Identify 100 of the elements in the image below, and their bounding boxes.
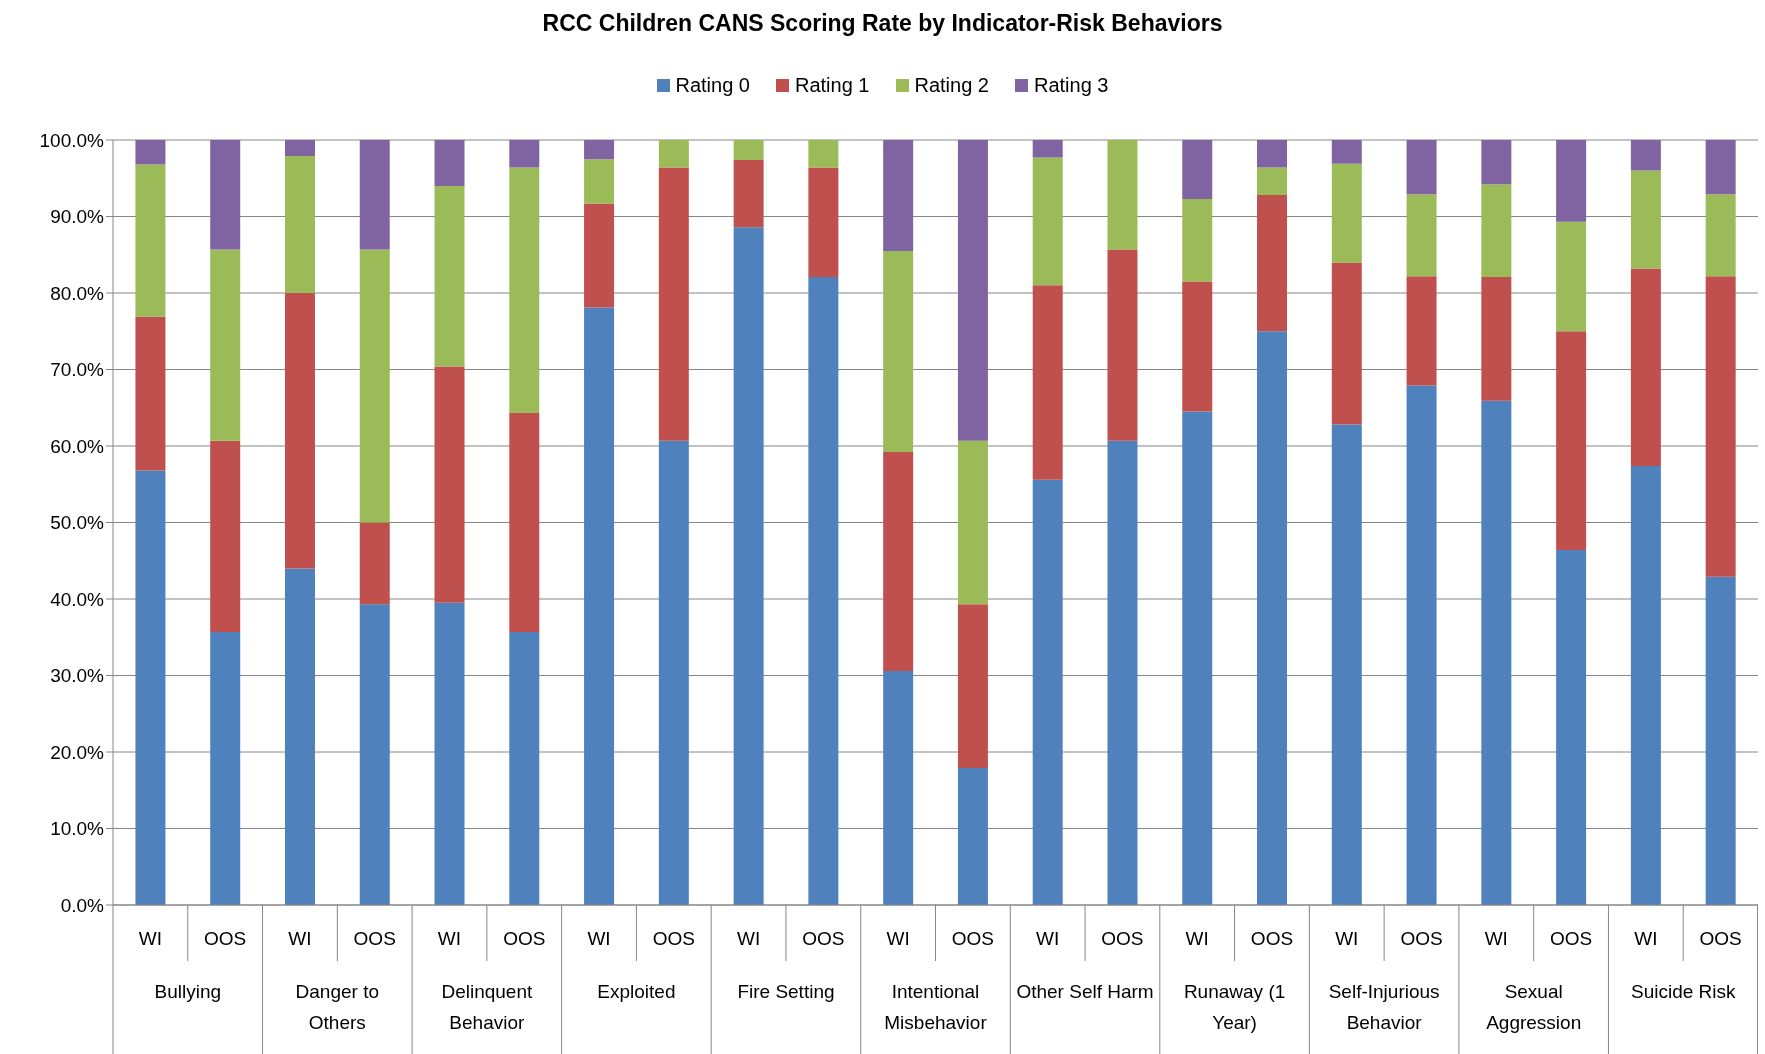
bar	[210, 440, 241, 632]
bar	[135, 316, 166, 471]
bar	[135, 140, 166, 165]
bar	[284, 568, 315, 905]
x-tick-label: OOS	[802, 927, 845, 949]
chart-title: RCC Children CANS Scoring Rate by Indicator-Risk Behaviors	[541, 10, 1224, 37]
bar	[359, 249, 390, 523]
bar	[584, 203, 615, 308]
bar	[1331, 140, 1362, 164]
bar	[1630, 268, 1661, 466]
bar	[584, 140, 615, 160]
bar	[434, 366, 465, 603]
x-tick-label: OOS	[1101, 927, 1144, 949]
bar	[1630, 170, 1661, 269]
bar	[658, 440, 689, 905]
bar	[359, 522, 390, 605]
bar	[284, 156, 315, 293]
bar	[1556, 140, 1587, 222]
bar	[957, 768, 988, 905]
legend-label: Rating 2	[914, 74, 989, 97]
bar	[1705, 276, 1736, 577]
bar	[1556, 331, 1587, 551]
bar	[1556, 221, 1587, 332]
x-tick-label: OOS	[1699, 927, 1742, 949]
bar	[957, 604, 988, 769]
y-tick-label: 90.0%	[50, 206, 105, 228]
bar	[434, 140, 465, 186]
y-tick-label: 100.0%	[39, 129, 105, 151]
bar	[733, 140, 764, 160]
bar	[1406, 140, 1437, 195]
x-tick-label: WI	[736, 927, 761, 949]
bar	[808, 140, 839, 168]
bar	[733, 227, 764, 905]
bar	[1630, 465, 1661, 905]
bar	[1257, 167, 1288, 196]
bar	[1032, 479, 1063, 905]
bar	[1331, 163, 1362, 263]
text: Self-Injurious Behavior	[1328, 980, 1440, 1033]
y-tick-label: 70.0%	[50, 359, 105, 381]
text: Other Self Harm	[1016, 980, 1154, 1002]
bar	[1032, 285, 1063, 480]
bar	[210, 140, 241, 250]
bar	[509, 631, 540, 905]
bar	[434, 185, 465, 367]
bar	[1032, 140, 1063, 158]
bar	[1481, 140, 1512, 185]
x-tick-label: OOS	[204, 927, 247, 949]
text: Sexual Aggression	[1486, 980, 1582, 1033]
text: Runaway (1 Year)	[1183, 980, 1286, 1033]
bar	[883, 452, 914, 671]
bar	[957, 140, 988, 441]
x-tick-label: OOS	[503, 927, 546, 949]
bar	[509, 167, 540, 414]
x-tick-label: WI	[288, 927, 312, 949]
bar	[434, 602, 465, 905]
bar	[359, 604, 390, 905]
bar	[1107, 140, 1138, 250]
y-tick-label: 10.0%	[50, 818, 105, 840]
bar	[1032, 157, 1063, 286]
bar	[1406, 276, 1437, 386]
bar	[1182, 198, 1213, 282]
bar	[658, 167, 689, 441]
bar	[658, 140, 689, 168]
bar	[1406, 194, 1437, 277]
bar	[1406, 385, 1437, 905]
bar	[135, 164, 166, 317]
bar	[1481, 184, 1512, 277]
x-tick-label: OOS	[353, 927, 396, 949]
text: Danger to Others	[295, 980, 380, 1033]
text: Intentional Misbehavior	[884, 980, 988, 1033]
bar	[1481, 400, 1512, 905]
legend-label: Rating 3	[1034, 74, 1109, 97]
bar	[509, 413, 540, 632]
bar	[359, 140, 390, 250]
x-tick-label: WI	[1036, 927, 1060, 949]
x-tick-label: WI	[138, 927, 162, 949]
bar	[883, 670, 914, 905]
bar	[210, 631, 241, 905]
bar	[1107, 249, 1138, 441]
bar	[1705, 194, 1736, 277]
bar	[1705, 576, 1736, 905]
bar	[957, 440, 988, 605]
x-tick-label: WI	[1484, 927, 1508, 949]
text: Bullying	[154, 980, 222, 1002]
bar	[1182, 140, 1213, 199]
bar	[883, 140, 914, 251]
text: Delinquent Behavior	[441, 980, 534, 1033]
bar	[509, 140, 540, 168]
x-tick-label: WI	[587, 927, 611, 949]
x-tick-label: WI	[1185, 927, 1209, 949]
y-tick-label: 60.0%	[50, 435, 105, 457]
bar	[1556, 550, 1587, 905]
bar	[1182, 411, 1213, 905]
x-tick-label: OOS	[1549, 927, 1593, 949]
bar	[210, 249, 241, 441]
bar	[584, 159, 615, 204]
x-tick-label: OOS	[1400, 927, 1443, 949]
bar	[1705, 140, 1736, 195]
bar	[1257, 331, 1288, 905]
bar	[1107, 440, 1138, 905]
